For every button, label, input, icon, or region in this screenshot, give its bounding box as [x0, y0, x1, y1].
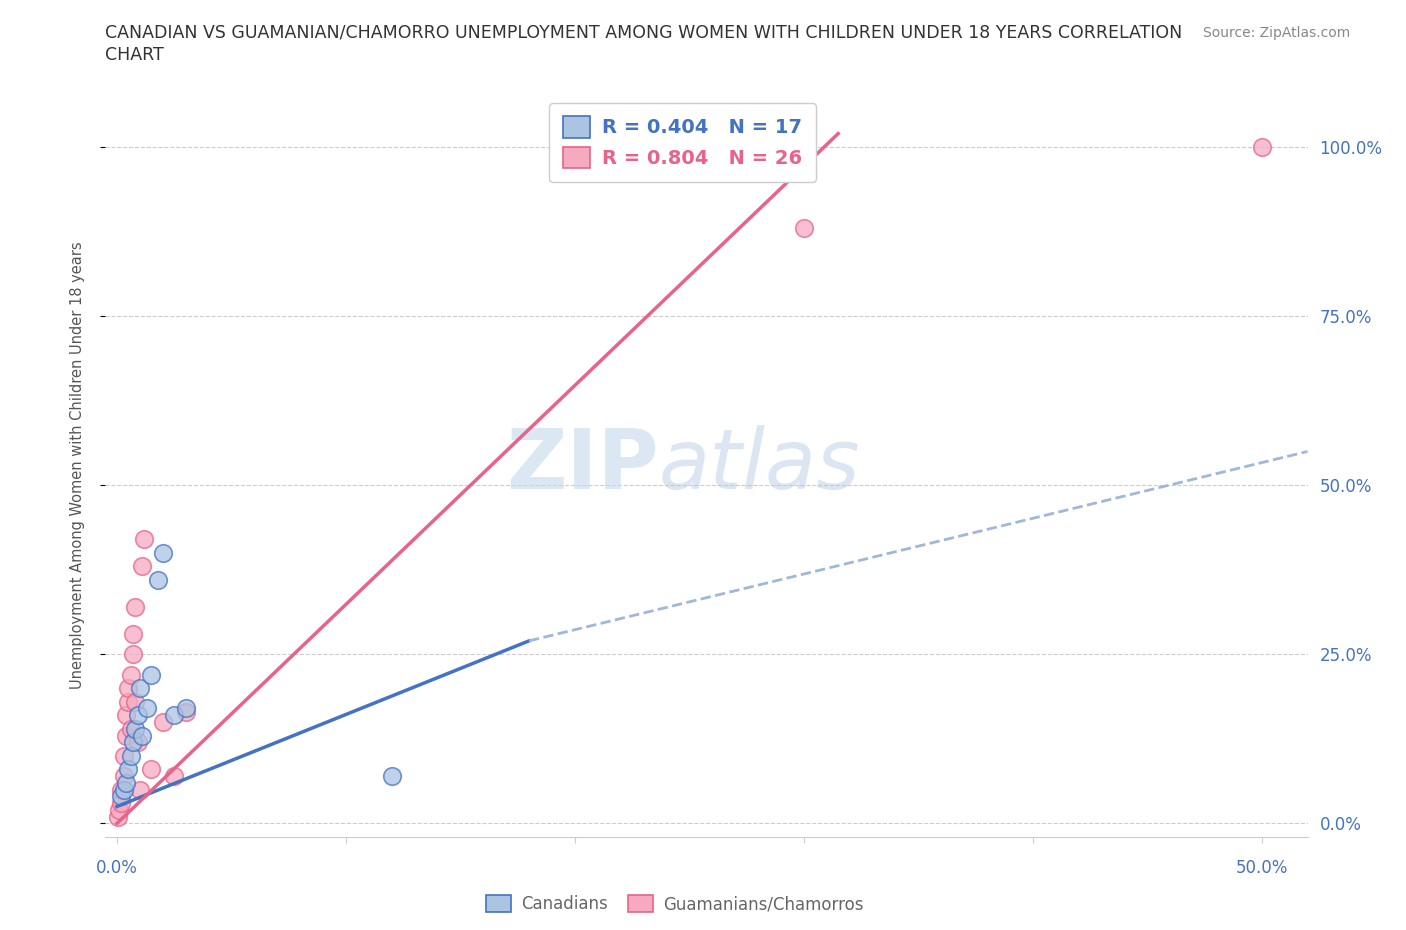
Point	[381, 769, 404, 784]
Point	[131, 728, 153, 743]
Point	[122, 627, 145, 642]
Point	[117, 681, 139, 696]
Point	[117, 762, 139, 777]
Point	[122, 735, 145, 750]
Point	[131, 559, 153, 574]
Text: atlas: atlas	[658, 424, 860, 506]
Text: CHART: CHART	[105, 46, 165, 64]
Point	[1250, 140, 1272, 154]
Point	[124, 695, 146, 710]
Point	[135, 701, 157, 716]
Point	[120, 722, 142, 737]
Point	[110, 789, 132, 804]
Point	[115, 776, 138, 790]
Point	[110, 782, 132, 797]
Point	[112, 769, 135, 784]
Legend: R = 0.404   N = 17, R = 0.804   N = 26: R = 0.404 N = 17, R = 0.804 N = 26	[550, 102, 815, 182]
Point	[122, 647, 145, 662]
Point	[128, 782, 150, 797]
Point	[117, 695, 139, 710]
Text: 0.0%: 0.0%	[96, 859, 138, 877]
Point	[107, 809, 129, 824]
Point	[152, 546, 174, 561]
Point	[141, 762, 163, 777]
Text: ZIP: ZIP	[506, 424, 658, 506]
Text: CANADIAN VS GUAMANIAN/CHAMORRO UNEMPLOYMENT AMONG WOMEN WITH CHILDREN UNDER 18 Y: CANADIAN VS GUAMANIAN/CHAMORRO UNEMPLOYM…	[105, 23, 1182, 41]
Point	[124, 722, 146, 737]
Text: 50.0%: 50.0%	[1236, 859, 1288, 877]
Point	[163, 769, 186, 784]
Point	[108, 803, 131, 817]
Point	[793, 220, 815, 235]
Point	[112, 782, 135, 797]
Point	[124, 600, 146, 615]
Point	[115, 728, 138, 743]
Point	[127, 708, 149, 723]
Point	[163, 708, 186, 723]
Legend: Canadians, Guamanians/Chamorros: Canadians, Guamanians/Chamorros	[479, 888, 870, 920]
Point	[174, 701, 197, 716]
Point	[174, 704, 197, 719]
Point	[127, 735, 149, 750]
Y-axis label: Unemployment Among Women with Children Under 18 years: Unemployment Among Women with Children U…	[70, 241, 84, 689]
Point	[115, 708, 138, 723]
Point	[110, 796, 132, 811]
Point	[128, 681, 150, 696]
Point	[134, 532, 156, 547]
Point	[152, 714, 174, 729]
Point	[146, 573, 169, 588]
Point	[120, 749, 142, 764]
Point	[120, 667, 142, 682]
Text: Source: ZipAtlas.com: Source: ZipAtlas.com	[1202, 26, 1350, 40]
Point	[141, 667, 163, 682]
Point	[112, 749, 135, 764]
